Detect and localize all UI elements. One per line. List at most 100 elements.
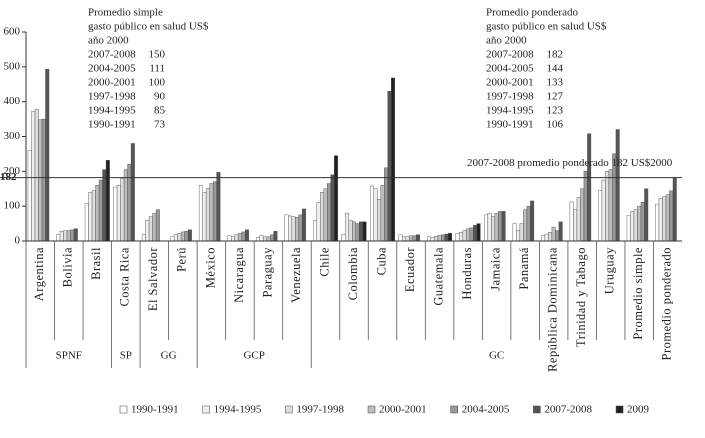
bar bbox=[202, 192, 207, 242]
annotation-period: 2004-2005 bbox=[486, 63, 534, 75]
bar bbox=[323, 188, 328, 242]
x-tick-label: Costa Rica bbox=[118, 247, 132, 307]
bar bbox=[541, 235, 546, 242]
bar bbox=[98, 179, 103, 242]
bar bbox=[184, 231, 189, 242]
bar bbox=[177, 233, 182, 242]
annotation-line: gasto público en salud US$ bbox=[486, 21, 607, 33]
bar bbox=[205, 188, 210, 242]
legend-label: 1990-1991 bbox=[131, 404, 179, 416]
y-tick-label: 400 bbox=[4, 95, 21, 107]
bar bbox=[302, 208, 306, 242]
bar bbox=[334, 155, 338, 242]
bar bbox=[373, 188, 378, 242]
x-tick-label: Promedio ponderado bbox=[660, 247, 674, 361]
bar bbox=[409, 235, 413, 242]
bar bbox=[494, 212, 499, 242]
annotation-value: 73 bbox=[154, 119, 166, 131]
bar bbox=[130, 143, 135, 242]
legend-swatch bbox=[615, 405, 624, 414]
annotation-value: 111 bbox=[149, 63, 165, 75]
x-tick-label: Honduras bbox=[460, 247, 474, 300]
annotation-value: 106 bbox=[547, 119, 564, 131]
bar bbox=[412, 235, 417, 242]
annotation-period: 1990-1991 bbox=[88, 119, 136, 131]
bar bbox=[437, 235, 442, 242]
x-tick-label: El Salvador bbox=[146, 247, 160, 312]
bar bbox=[120, 178, 125, 242]
y-tick-label: 600 bbox=[4, 26, 21, 38]
bar bbox=[473, 225, 478, 242]
x-tick-label: Jamaica bbox=[488, 247, 502, 291]
bar bbox=[59, 231, 64, 242]
bar bbox=[123, 169, 128, 242]
bar bbox=[105, 159, 110, 242]
annotation-line: año 2000 bbox=[486, 35, 527, 47]
bar bbox=[662, 196, 667, 242]
annotation-period: 2000-2001 bbox=[88, 77, 136, 89]
bar bbox=[237, 233, 242, 242]
bar bbox=[155, 209, 160, 242]
bar bbox=[269, 234, 274, 242]
bar bbox=[459, 232, 464, 242]
bar bbox=[551, 226, 556, 242]
bar bbox=[484, 214, 489, 242]
bar bbox=[655, 203, 660, 242]
legend-swatch bbox=[119, 405, 128, 414]
bar bbox=[669, 190, 674, 242]
annotation-value: 123 bbox=[547, 105, 564, 117]
x-tick-label: Trinidad y Tabago bbox=[574, 247, 588, 347]
bar bbox=[298, 214, 303, 242]
reference-label: 182 bbox=[0, 171, 17, 183]
bar bbox=[73, 228, 78, 242]
y-tick-label: 100 bbox=[4, 200, 21, 212]
bar bbox=[583, 171, 588, 242]
bar bbox=[605, 171, 610, 242]
annotation-value: 144 bbox=[547, 63, 564, 75]
bar bbox=[187, 229, 192, 242]
bar bbox=[608, 169, 613, 242]
group-label: SP bbox=[120, 350, 132, 362]
bar bbox=[391, 77, 395, 242]
bar bbox=[434, 235, 439, 242]
bar bbox=[84, 203, 89, 242]
bar bbox=[241, 231, 246, 242]
annotation-period: 2000-2001 bbox=[486, 77, 534, 89]
legend-swatch bbox=[367, 405, 376, 414]
bar bbox=[384, 167, 388, 242]
bar bbox=[273, 231, 278, 242]
bar bbox=[469, 227, 474, 242]
legend-swatch bbox=[533, 405, 541, 414]
y-tick-label: 300 bbox=[4, 130, 21, 142]
x-tick-label: República Dominicana bbox=[546, 247, 560, 372]
bar bbox=[234, 234, 239, 242]
bar bbox=[601, 179, 606, 242]
bar bbox=[341, 234, 346, 242]
annotation-value: 127 bbox=[547, 91, 564, 103]
bar bbox=[519, 223, 524, 242]
group-label: SPNF bbox=[56, 350, 82, 362]
bar bbox=[287, 215, 292, 242]
bar bbox=[644, 188, 649, 242]
bar bbox=[512, 223, 517, 242]
group-label: GG bbox=[161, 350, 177, 362]
annotation-line: Promedio simple bbox=[88, 7, 163, 19]
y-tick-label: 0 bbox=[15, 235, 21, 247]
bar bbox=[576, 197, 581, 242]
bar bbox=[41, 118, 46, 242]
bar bbox=[441, 234, 446, 242]
annotation-value: 150 bbox=[149, 49, 166, 61]
bar bbox=[555, 230, 560, 242]
bar bbox=[244, 229, 249, 242]
bar bbox=[145, 219, 150, 242]
bar bbox=[266, 236, 271, 242]
x-tick-label: Bolivia bbox=[61, 247, 75, 287]
x-tick-label: Paraguay bbox=[260, 247, 274, 298]
x-tick-label: Perú bbox=[175, 247, 189, 272]
annotation-period: 1997-1998 bbox=[486, 91, 534, 103]
bar bbox=[113, 186, 118, 242]
bar bbox=[262, 236, 267, 242]
bar bbox=[198, 185, 203, 242]
bar bbox=[56, 234, 61, 242]
bar bbox=[34, 109, 39, 242]
